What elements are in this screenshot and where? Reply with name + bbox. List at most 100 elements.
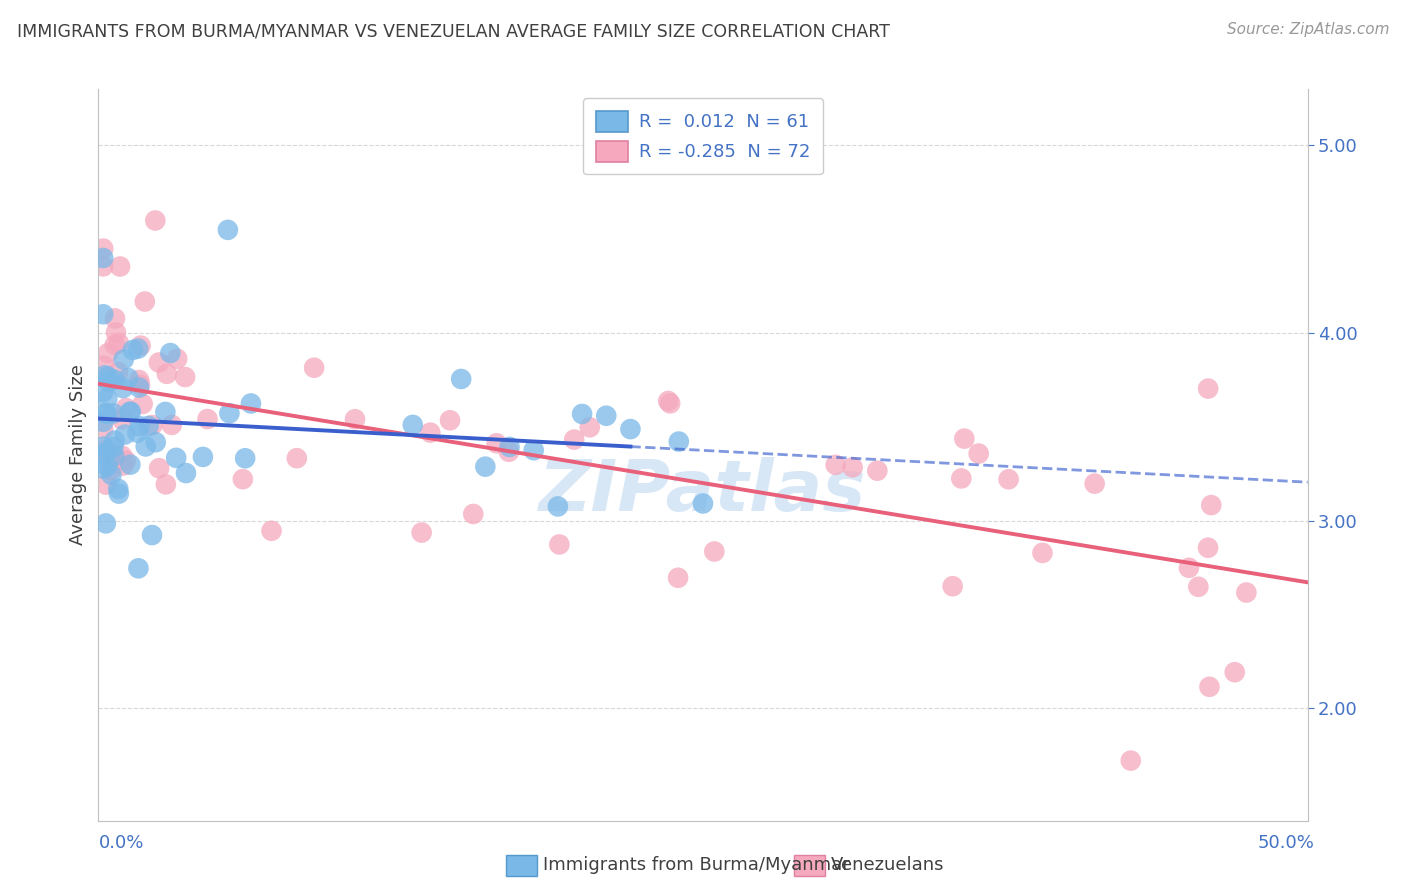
Point (659, 396, 682, 410)
Point (174, 466, 197, 480)
Point (155, 477, 177, 491)
Point (141, 418, 163, 433)
Point (138, 418, 160, 433)
Point (96, 407, 118, 421)
Point (143, 213, 166, 227)
Point (197, 412, 219, 426)
Point (285, 451, 308, 466)
Point (1084, 476, 1107, 491)
Text: 0.0%: 0.0% (98, 834, 143, 852)
Point (103, 440, 125, 454)
Point (232, 472, 254, 486)
Y-axis label: Average Family Size: Average Family Size (69, 365, 87, 545)
Point (107, 365, 129, 379)
Point (217, 223, 239, 237)
Point (128, 381, 150, 395)
Text: 50.0%: 50.0% (1258, 834, 1315, 852)
Point (156, 367, 179, 381)
Text: Immigrants from Burma/Myanmar: Immigrants from Burma/Myanmar (543, 856, 849, 874)
Text: Venezuelans: Venezuelans (831, 856, 945, 874)
Point (96, 392, 118, 406)
Point (97, 369, 120, 384)
Point (111, 449, 134, 463)
Point (145, 435, 167, 450)
Point (1187, 580, 1209, 594)
Point (1197, 382, 1219, 396)
Point (118, 405, 141, 419)
Point (96, 444, 118, 458)
Point (135, 439, 157, 453)
Point (93, 448, 115, 462)
Point (91, 422, 114, 436)
Point (91, 461, 114, 475)
Point (218, 406, 240, 420)
Point (103, 449, 125, 463)
Point (127, 561, 149, 575)
Point (1031, 546, 1053, 560)
Point (165, 450, 187, 465)
Point (619, 422, 641, 436)
Point (107, 335, 129, 350)
Point (103, 373, 125, 387)
Point (93, 359, 115, 373)
Point (91, 242, 114, 256)
Point (121, 343, 143, 357)
Point (94, 477, 117, 491)
Point (120, 458, 142, 472)
Point (104, 434, 127, 448)
Point (127, 425, 149, 440)
Point (128, 419, 150, 434)
Point (91, 440, 114, 454)
Point (548, 537, 571, 551)
Point (668, 434, 690, 449)
Point (166, 351, 188, 366)
Point (343, 412, 366, 426)
Point (97, 375, 120, 389)
Point (1234, 585, 1257, 599)
Point (91, 260, 114, 274)
Point (463, 507, 485, 521)
Point (666, 571, 689, 585)
Point (498, 445, 520, 459)
Point (260, 524, 283, 538)
Point (523, 443, 546, 458)
Point (114, 453, 136, 467)
Point (1119, 754, 1142, 768)
Point (108, 260, 131, 274)
Point (97, 346, 120, 360)
Point (91, 307, 114, 321)
Point (967, 446, 990, 460)
Point (233, 451, 256, 466)
Point (160, 417, 183, 432)
Text: ZIPatlas: ZIPatlas (540, 457, 866, 526)
Point (104, 452, 127, 467)
Point (96, 459, 118, 474)
Point (111, 412, 134, 426)
Point (148, 461, 170, 475)
Point (148, 355, 170, 369)
Point (302, 360, 325, 375)
Point (866, 464, 889, 478)
Point (94, 368, 117, 383)
Text: IMMIGRANTS FROM BURMA/MYANMAR VS VENEZUELAN AVERAGE FAMILY SIZE CORRELATION CHAR: IMMIGRANTS FROM BURMA/MYANMAR VS VENEZUE… (17, 22, 890, 40)
Point (128, 373, 150, 387)
Point (114, 427, 136, 442)
Point (104, 338, 127, 352)
Point (953, 432, 976, 446)
Point (134, 294, 156, 309)
Point (703, 544, 725, 558)
Point (450, 372, 472, 386)
Point (112, 352, 135, 367)
Point (1197, 541, 1219, 555)
Point (474, 459, 496, 474)
Point (692, 496, 714, 510)
Point (100, 463, 122, 477)
Point (91, 385, 114, 400)
Point (485, 436, 508, 450)
Point (411, 525, 433, 540)
Point (841, 460, 863, 475)
Point (141, 528, 163, 542)
Point (562, 433, 585, 447)
Point (1223, 665, 1246, 680)
Point (91, 443, 114, 458)
